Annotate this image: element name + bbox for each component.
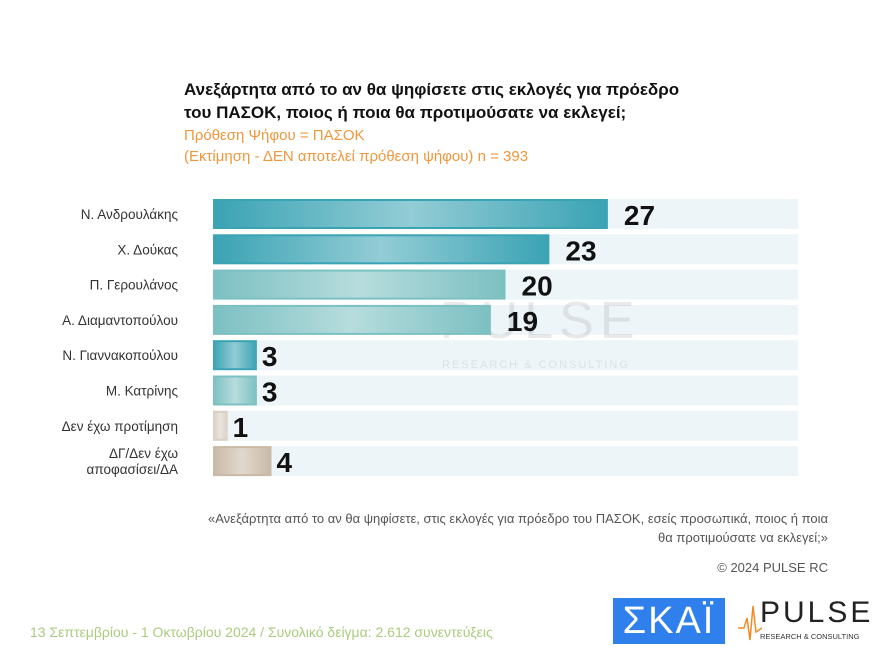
value-label: 27 (624, 200, 655, 231)
bar-track (213, 410, 798, 441)
bar-highlight (213, 377, 257, 404)
value-label: 3 (262, 377, 278, 408)
chart-subtitle-note: (Εκτίμηση - ΔΕΝ αποτελεί πρόθεση ψήφου) … (184, 148, 529, 165)
bar-highlight (213, 306, 491, 333)
value-label: 3 (262, 341, 278, 372)
footer-info: 13 Σεπτεμβρίου - 1 Οκτωβρίου 2024 / Συνο… (30, 624, 493, 640)
value-label: 1 (233, 412, 249, 443)
category-label: Ν. Ανδρουλάκης (81, 207, 179, 222)
category-label: Α. Διαμαντοπούλου (62, 313, 178, 328)
copyright: © 2024 PULSE RC (717, 560, 828, 575)
bar-chart: PULSE RESEARCH & CONSULTING Ν. Ανδρουλάκ… (62, 199, 798, 478)
category-label: Π. Γερουλάνος (90, 278, 179, 293)
bar-highlight (213, 236, 550, 263)
value-label: 23 (565, 235, 596, 266)
pulse-logo: PULSE RESEARCH & CONSULTING (738, 596, 870, 646)
value-label: 4 (277, 447, 293, 478)
bar-track (213, 375, 798, 406)
pulse-logo-text: PULSE (760, 596, 874, 629)
category-label: ΔΓ/Δεν έχω αποφασίσει/ΔΑ (87, 446, 178, 477)
watermark-tagline: RESEARCH & CONSULTING (442, 359, 630, 371)
pulse-logo-tagline: RESEARCH & CONSULTING (760, 632, 860, 641)
bar-highlight (213, 201, 608, 227)
category-label: Χ. Δούκας (117, 242, 178, 257)
chart-subtitle: Πρόθεση Ψήφου = ΠΑΣΟΚ (184, 127, 365, 144)
value-label: 20 (522, 271, 553, 302)
bar-track (213, 446, 798, 477)
bar-highlight (213, 448, 272, 475)
bar-highlight (213, 342, 257, 369)
bar-highlight (213, 271, 506, 298)
value-label: 19 (507, 306, 538, 337)
category-label: Ν. Γιαννακοπούλου (62, 348, 178, 363)
category-label: Μ. Κατρίνης (106, 384, 179, 399)
bar-track (213, 340, 798, 371)
pulse-wave-icon (738, 605, 762, 641)
skai-logo: ΣΚΑΪ (613, 598, 725, 644)
category-label: Δεν έχω προτίμηση (62, 419, 178, 434)
bar-highlight (213, 412, 228, 439)
chart-title: Ανεξάρτητα από το αν θα ψηφίσετε στις εκ… (184, 80, 680, 122)
question-note: «Ανεξάρτητα από το αν θα ψηφίσετε, στις … (208, 511, 828, 545)
